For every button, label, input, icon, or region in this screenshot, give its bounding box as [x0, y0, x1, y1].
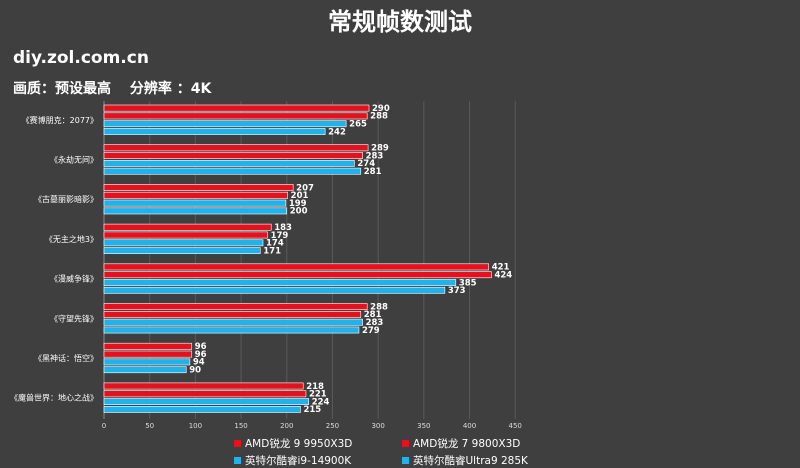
bar — [103, 342, 193, 350]
data-label: 373 — [448, 286, 466, 296]
data-label: 174 — [266, 239, 284, 249]
data-label: 385 — [459, 278, 477, 288]
x-tick-label: 50 — [145, 422, 154, 430]
bar — [103, 207, 288, 215]
legend-swatch — [234, 440, 241, 447]
data-label: 283 — [366, 318, 384, 328]
data-label: 201 — [291, 191, 309, 201]
data-label: 200 — [290, 207, 308, 217]
data-label: 288 — [370, 302, 388, 312]
data-label: 96 — [195, 350, 207, 360]
bar — [103, 405, 301, 413]
bar — [103, 144, 369, 152]
site-url: diy.zol.com.cn — [13, 48, 149, 68]
bar — [103, 366, 187, 374]
chart-legend: AMD锐龙 9 9950X3D AMD锐龙 7 9800X3D 英特尔酷睿i9-14… — [234, 436, 574, 468]
legend-item: 英特尔酷睿i9-14900K — [234, 453, 351, 468]
data-label: 171 — [263, 246, 281, 256]
data-label: 96 — [195, 342, 207, 352]
category-label: 《赛博朋克：2077》 — [22, 115, 98, 125]
bar — [103, 239, 264, 247]
data-label: 421 — [492, 263, 510, 273]
x-tick-label: 300 — [371, 422, 384, 430]
bar — [103, 120, 347, 128]
data-label: 288 — [370, 112, 388, 122]
data-label: 207 — [296, 183, 314, 193]
x-tick-label: 150 — [234, 422, 247, 430]
x-tick-label: 0 — [102, 422, 106, 430]
x-tick-label: 350 — [417, 422, 430, 430]
bar — [103, 167, 362, 175]
legend-label: AMD锐龙 7 9800X3D — [413, 438, 521, 450]
data-label: 218 — [306, 382, 324, 392]
bar — [103, 247, 261, 254]
bar — [103, 152, 363, 159]
legend-label: 英特尔酷睿Ultra9 285K — [413, 455, 528, 467]
data-label: 289 — [371, 144, 389, 154]
bar — [103, 390, 307, 398]
bar — [103, 286, 446, 294]
bar — [103, 303, 368, 310]
bar — [103, 350, 193, 358]
bar — [103, 382, 304, 390]
data-label: 183 — [274, 223, 292, 233]
data-label: 199 — [289, 199, 307, 209]
category-label: 《魔兽世界：地心之战》 — [10, 393, 98, 403]
bar — [103, 223, 272, 231]
bar — [103, 184, 294, 191]
x-tick-label: 450 — [509, 422, 522, 430]
category-label: 《守望先锋》 — [50, 313, 98, 323]
bar — [103, 128, 326, 135]
bar — [103, 326, 360, 334]
bar — [103, 263, 490, 271]
bar — [103, 358, 191, 366]
category-label: 《古墓丽影暗影》 — [34, 194, 98, 204]
data-label: 224 — [312, 397, 330, 407]
bar — [103, 104, 370, 112]
bar — [103, 191, 288, 199]
bar — [103, 231, 268, 239]
x-tick-label: 250 — [326, 422, 339, 430]
settings-caption: 画质：预设最高 分辨率 ：4K — [13, 81, 212, 97]
legend-swatch — [402, 440, 409, 447]
bar — [103, 310, 362, 318]
bar — [103, 318, 363, 326]
category-label: 《黑神话：悟空》 — [34, 353, 98, 363]
data-label: 265 — [349, 120, 367, 130]
legend-item: AMD锐龙 9 9950X3D — [234, 436, 352, 451]
legend-label: AMD锐龙 9 9950X3D — [245, 438, 353, 450]
bar — [103, 271, 492, 279]
data-label: 281 — [364, 167, 382, 177]
data-label: 283 — [366, 151, 384, 161]
data-label: 274 — [357, 159, 375, 169]
legend-label: 英特尔酷睿i9-14900K — [245, 455, 352, 467]
legend-item: 英特尔酷睿Ultra9 285K — [402, 453, 528, 468]
bar — [103, 160, 355, 167]
category-label: 《漫威争锋》 — [50, 274, 98, 284]
data-label: 94 — [193, 358, 205, 368]
bar — [103, 279, 457, 286]
chart-title: 常规帧数测试 — [328, 8, 472, 36]
category-label: 《无主之地3》 — [45, 234, 98, 244]
legend-item: AMD锐龙 7 9800X3D — [402, 436, 520, 451]
data-label: 279 — [362, 326, 380, 336]
data-label: 179 — [271, 231, 289, 241]
data-label: 215 — [303, 405, 321, 415]
bar — [103, 398, 309, 405]
data-label: 424 — [494, 271, 512, 281]
x-tick-label: 400 — [463, 422, 476, 430]
data-label: 221 — [309, 390, 327, 400]
x-tick-label: 100 — [189, 422, 202, 430]
legend-swatch — [234, 457, 241, 464]
bar — [103, 199, 287, 207]
category-label: 《永劫无间》 — [50, 155, 98, 165]
data-label: 242 — [328, 127, 346, 137]
bar — [103, 112, 368, 120]
legend-swatch — [402, 457, 409, 464]
data-label: 90 — [189, 366, 201, 376]
x-tick-label: 200 — [280, 422, 293, 430]
data-label: 281 — [364, 310, 382, 320]
data-label: 290 — [372, 104, 390, 114]
